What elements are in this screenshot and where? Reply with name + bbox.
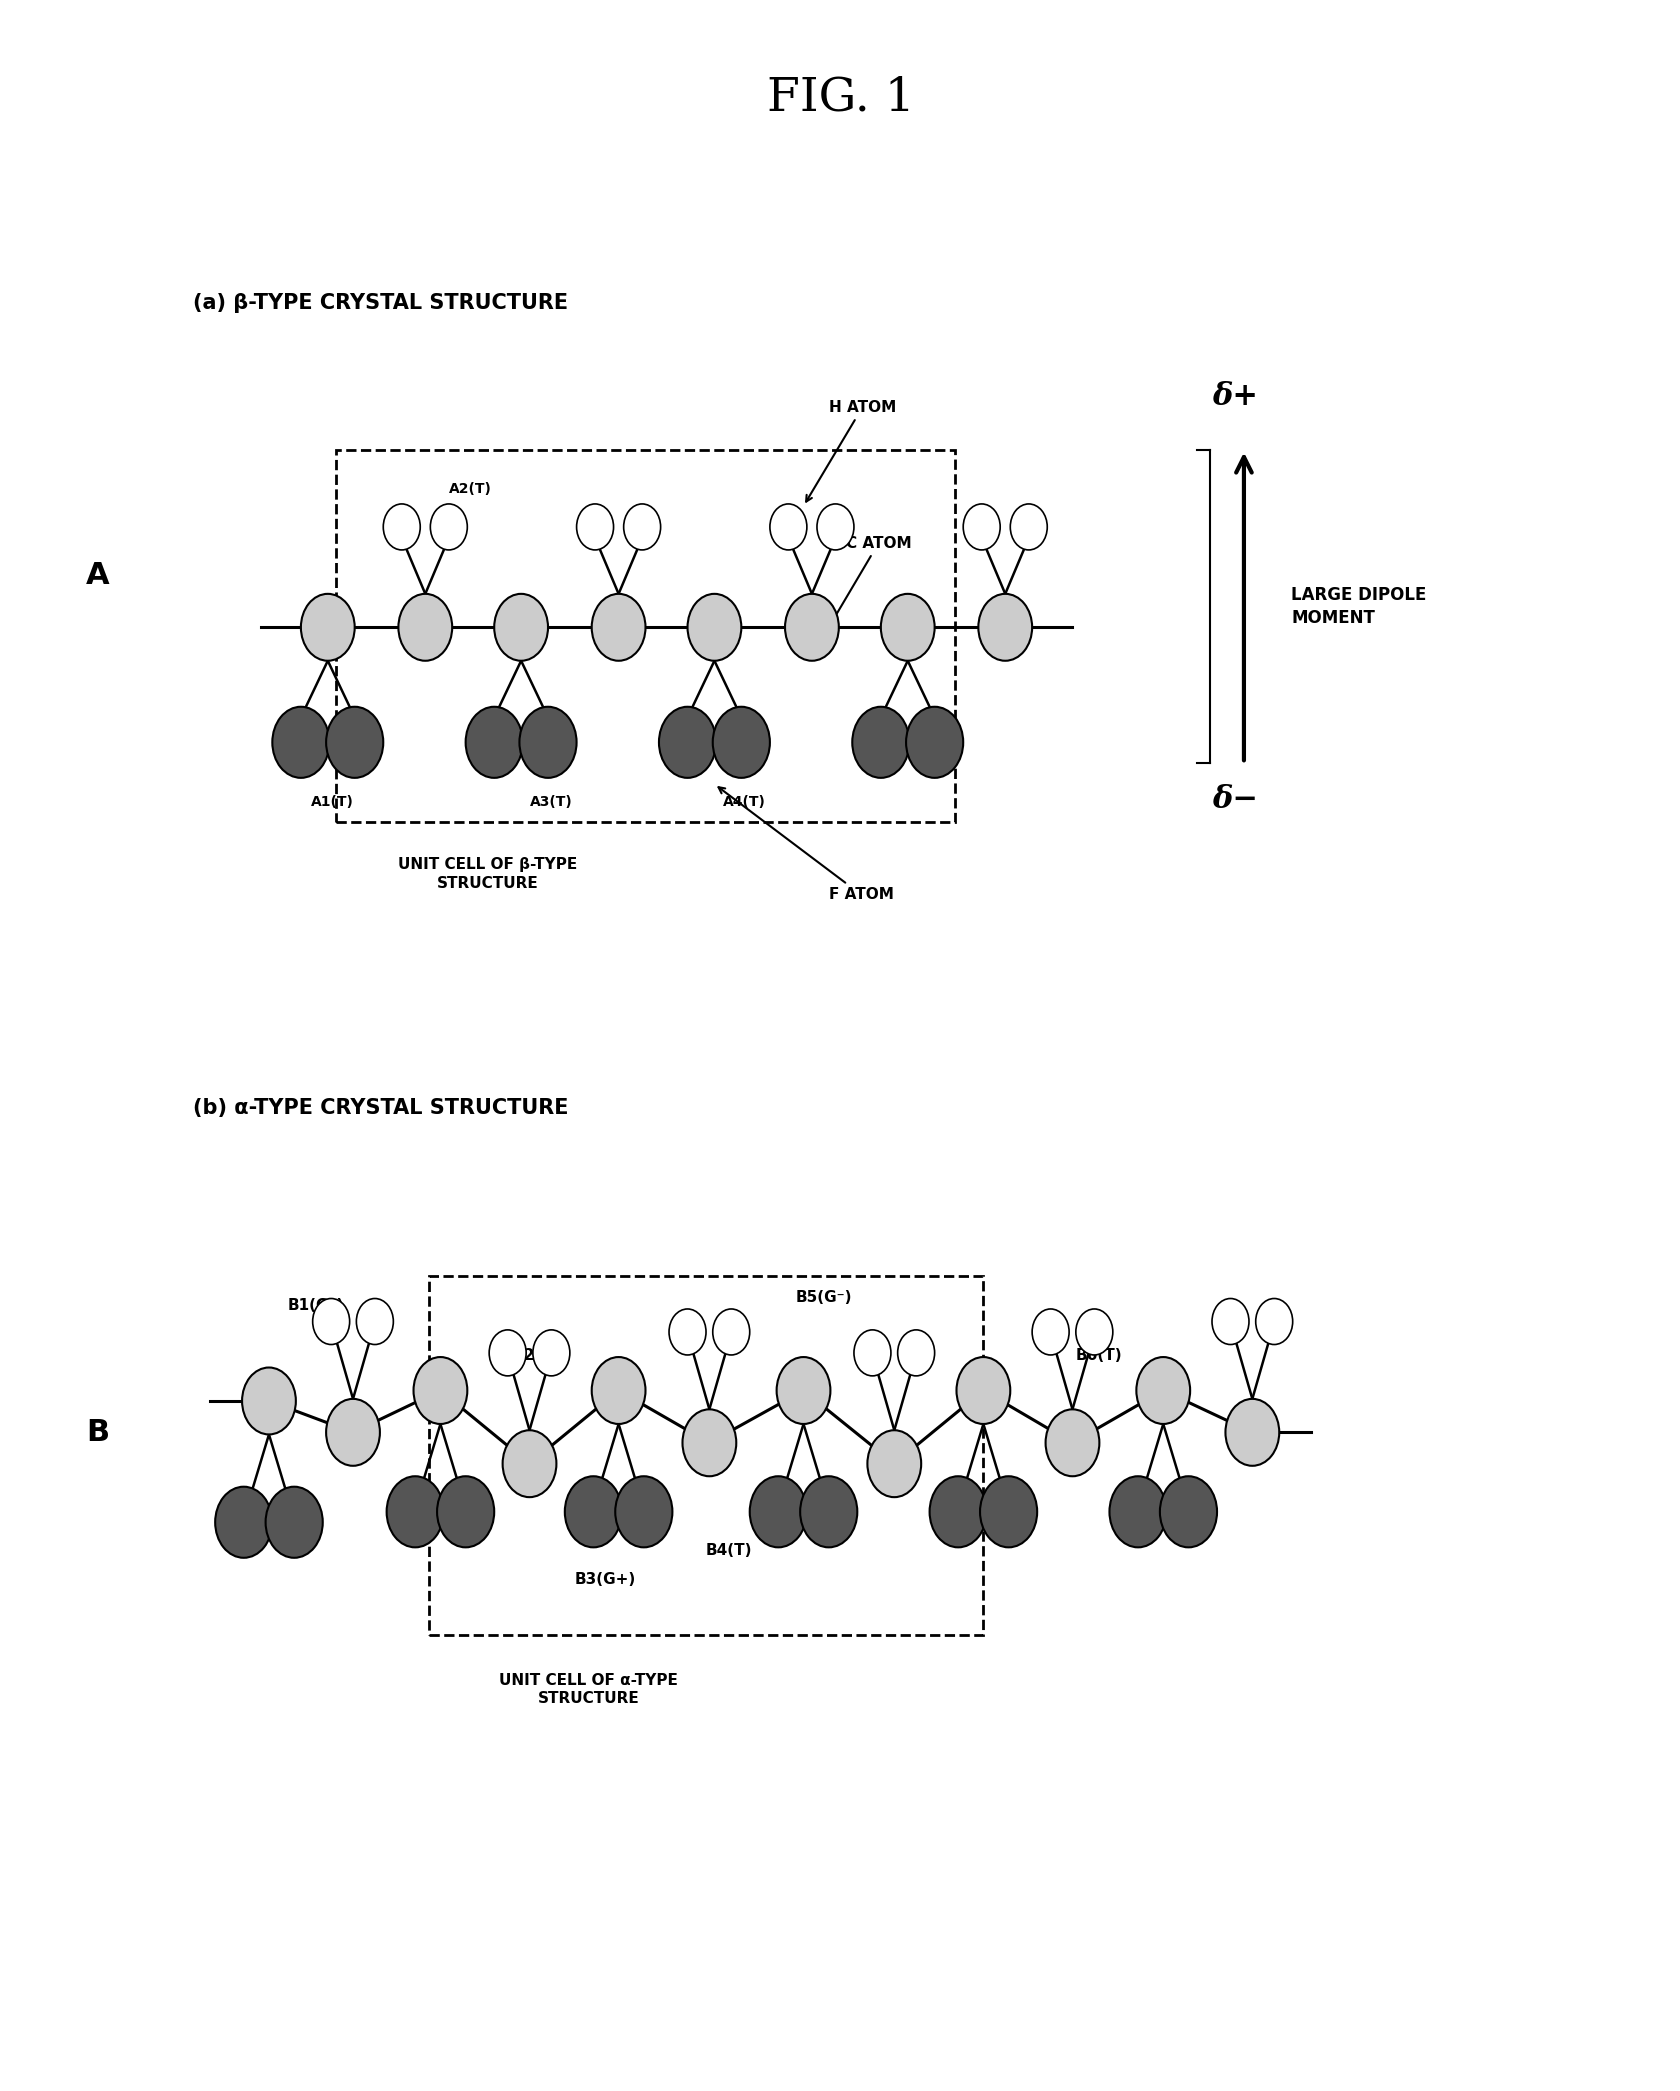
Text: FIG. 1: FIG. 1 <box>766 75 914 121</box>
Text: δ+: δ+ <box>1211 381 1258 412</box>
Text: A: A <box>86 560 109 590</box>
Text: (b) α-TYPE CRYSTAL STRUCTURE: (b) α-TYPE CRYSTAL STRUCTURE <box>193 1098 568 1119</box>
Circle shape <box>659 707 716 778</box>
Circle shape <box>1255 1299 1292 1345</box>
Circle shape <box>963 504 1000 550</box>
Text: H ATOM: H ATOM <box>806 399 895 502</box>
Circle shape <box>430 504 467 550</box>
Circle shape <box>687 594 741 661</box>
Circle shape <box>853 1330 890 1376</box>
Bar <box>336 450 954 822</box>
Text: C ATOM: C ATOM <box>832 535 911 623</box>
Circle shape <box>272 707 329 778</box>
Circle shape <box>326 1399 380 1466</box>
Text: B6(T): B6(T) <box>1075 1349 1122 1363</box>
Circle shape <box>1225 1399 1278 1466</box>
Circle shape <box>576 504 613 550</box>
Text: UNIT CELL OF α-TYPE
STRUCTURE: UNIT CELL OF α-TYPE STRUCTURE <box>499 1673 677 1706</box>
Circle shape <box>682 1409 736 1476</box>
Circle shape <box>867 1430 921 1497</box>
Circle shape <box>712 707 769 778</box>
Circle shape <box>489 1330 526 1376</box>
Circle shape <box>437 1476 494 1547</box>
Circle shape <box>906 707 963 778</box>
Circle shape <box>669 1309 706 1355</box>
Text: LARGE DIPOLE
MOMENT: LARGE DIPOLE MOMENT <box>1290 585 1426 627</box>
Circle shape <box>398 594 452 661</box>
Circle shape <box>591 1357 645 1424</box>
Circle shape <box>502 1430 556 1497</box>
Circle shape <box>1010 504 1047 550</box>
Circle shape <box>956 1357 1010 1424</box>
Circle shape <box>800 1476 857 1547</box>
Bar <box>428 1276 983 1635</box>
Text: δ−: δ− <box>1211 784 1258 815</box>
Circle shape <box>623 504 660 550</box>
Circle shape <box>356 1299 393 1345</box>
Circle shape <box>1136 1357 1189 1424</box>
Circle shape <box>1211 1299 1248 1345</box>
Circle shape <box>769 504 806 550</box>
Text: B3(G+): B3(G+) <box>575 1572 635 1587</box>
Circle shape <box>413 1357 467 1424</box>
Circle shape <box>215 1487 272 1558</box>
Circle shape <box>1109 1476 1166 1547</box>
Circle shape <box>1032 1309 1068 1355</box>
Text: B4(T): B4(T) <box>706 1543 753 1558</box>
Text: UNIT CELL OF β-TYPE
STRUCTURE: UNIT CELL OF β-TYPE STRUCTURE <box>398 857 576 891</box>
Circle shape <box>265 1487 323 1558</box>
Circle shape <box>712 1309 749 1355</box>
Text: F ATOM: F ATOM <box>717 786 894 901</box>
Circle shape <box>749 1476 806 1547</box>
Text: B1(G⁻): B1(G⁻) <box>287 1299 344 1313</box>
Circle shape <box>816 504 853 550</box>
Circle shape <box>591 594 645 661</box>
Circle shape <box>978 594 1032 661</box>
Circle shape <box>519 707 576 778</box>
Circle shape <box>979 1476 1037 1547</box>
Circle shape <box>852 707 909 778</box>
Text: B: B <box>86 1418 109 1447</box>
Circle shape <box>776 1357 830 1424</box>
Circle shape <box>326 707 383 778</box>
Circle shape <box>386 1476 444 1547</box>
Circle shape <box>880 594 934 661</box>
Circle shape <box>312 1299 349 1345</box>
Text: A1(T): A1(T) <box>311 795 354 809</box>
Circle shape <box>494 594 548 661</box>
Circle shape <box>615 1476 672 1547</box>
Circle shape <box>897 1330 934 1376</box>
Text: A4(T): A4(T) <box>722 795 766 809</box>
Circle shape <box>1075 1309 1112 1355</box>
Circle shape <box>929 1476 986 1547</box>
Text: (a) β-TYPE CRYSTAL STRUCTURE: (a) β-TYPE CRYSTAL STRUCTURE <box>193 293 568 314</box>
Circle shape <box>1159 1476 1216 1547</box>
Circle shape <box>383 504 420 550</box>
Circle shape <box>301 594 354 661</box>
Circle shape <box>533 1330 570 1376</box>
Circle shape <box>564 1476 622 1547</box>
Circle shape <box>1045 1409 1099 1476</box>
Circle shape <box>465 707 522 778</box>
Circle shape <box>242 1368 296 1434</box>
Circle shape <box>785 594 838 661</box>
Text: A2(T): A2(T) <box>449 481 492 496</box>
Text: A3(T): A3(T) <box>529 795 571 809</box>
Text: B5(G⁻): B5(G⁻) <box>795 1290 852 1305</box>
Text: B2(T): B2(T) <box>512 1349 559 1363</box>
